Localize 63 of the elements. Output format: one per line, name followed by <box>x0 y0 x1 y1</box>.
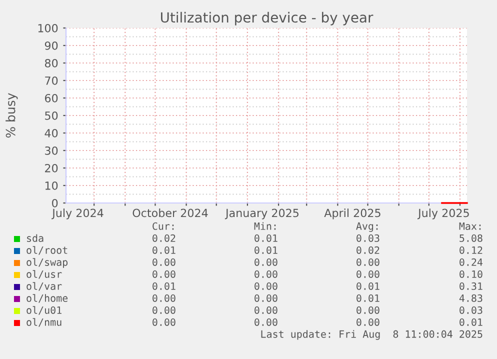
legend-label: ol/u01 <box>26 306 62 315</box>
text: Min: <box>254 222 276 230</box>
text: 0.01 <box>254 234 278 242</box>
text: 0.01 <box>152 246 176 254</box>
text: 0.00 <box>152 294 176 302</box>
x-tick-label: January 2025 <box>224 208 298 220</box>
y-axis-title: % busy <box>6 93 18 138</box>
text: 0.01 <box>152 282 176 290</box>
text: 0.02 <box>356 246 380 254</box>
text: 0.00 <box>254 258 278 266</box>
text: 5.08 <box>460 234 482 242</box>
legend-label: ol/nmu <box>26 318 62 327</box>
text: 0.03 <box>460 306 482 314</box>
x-tick-label: July 2024 <box>52 208 104 220</box>
legend-label: ol/swap <box>26 258 68 268</box>
text: 0.00 <box>356 306 380 314</box>
text: 0.00 <box>152 270 176 278</box>
x-tick-label: April 2025 <box>324 208 380 220</box>
text: Cur: <box>152 222 174 230</box>
text: 0.00 <box>254 318 278 326</box>
x-tick-label: October 2024 <box>132 208 208 218</box>
text: 0.00 <box>254 294 278 302</box>
text: 0.00 <box>254 270 278 278</box>
y-tick-label: 20 <box>45 164 58 172</box>
text: Avg: <box>356 222 378 232</box>
text: 0.24 <box>460 258 483 266</box>
text: 0.12 <box>460 246 482 254</box>
text: 0.00 <box>152 306 176 314</box>
y-tick-label: 50 <box>45 111 58 120</box>
text: 0.00 <box>254 282 278 290</box>
text: 0.00 <box>356 318 380 326</box>
text: 0.00 <box>152 318 176 326</box>
y-tick-label: 0 <box>52 198 58 208</box>
text: 0.01 <box>356 294 380 302</box>
y-tick-label: 80 <box>44 58 58 68</box>
text: 0.01 <box>254 246 278 254</box>
legend-label: sda <box>27 234 44 242</box>
text: 0.02 <box>152 234 176 242</box>
text: 0.10 <box>460 270 482 278</box>
text: Max: <box>459 222 481 230</box>
text: 0.31 <box>460 282 482 290</box>
text: 0.00 <box>356 270 380 278</box>
text: 0.01 <box>356 282 380 290</box>
legend-label: ol/usr <box>26 270 62 279</box>
legend-label: ol/root <box>26 246 68 255</box>
text: 4.83 <box>459 294 482 302</box>
legend-label: ol/home <box>26 294 68 303</box>
y-tick-label: 10 <box>45 181 58 190</box>
y-tick-label: 40 <box>44 128 58 138</box>
text: 0.00 <box>254 306 278 314</box>
text: Last update: Fri Aug 8 11:00:04 2025 <box>261 330 482 340</box>
text: 0.01 <box>460 318 482 326</box>
y-tick-label: 60 <box>45 94 58 102</box>
y-tick-label: 30 <box>45 146 58 155</box>
y-tick-label: 90 <box>44 41 58 50</box>
legend-label: ol/var <box>26 282 62 291</box>
y-tick-label: 100 <box>38 24 58 32</box>
text: 0.03 <box>356 234 380 242</box>
text: 0.00 <box>152 258 176 266</box>
y-tick-label: 70 <box>45 76 58 85</box>
x-tick-label: July 2025 <box>417 208 469 220</box>
text: 0.00 <box>356 258 380 266</box>
chart-title: Utilization per device - by year <box>161 12 374 26</box>
